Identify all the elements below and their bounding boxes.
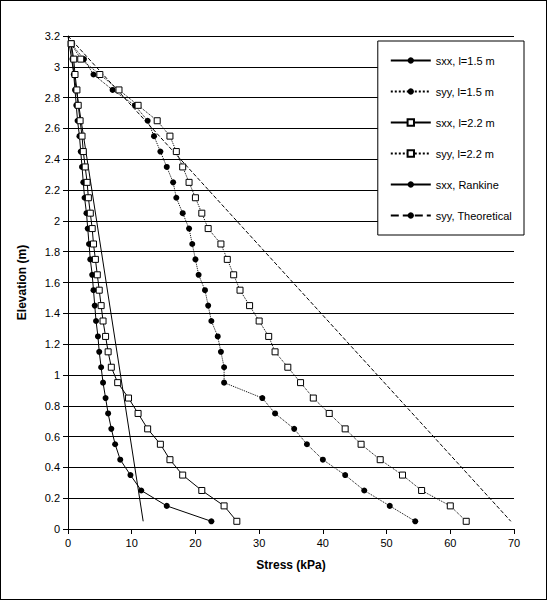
svg-text:Elevation (m): Elevation (m) bbox=[15, 245, 29, 320]
svg-text:10: 10 bbox=[126, 537, 138, 549]
svg-text:2.8: 2.8 bbox=[45, 92, 60, 104]
svg-text:60: 60 bbox=[444, 537, 456, 549]
svg-text:1: 1 bbox=[54, 369, 60, 381]
svg-text:3: 3 bbox=[54, 61, 60, 73]
svg-text:2.2: 2.2 bbox=[45, 184, 60, 196]
svg-text:sxx, Rankine: sxx, Rankine bbox=[436, 179, 499, 191]
svg-text:0.8: 0.8 bbox=[45, 400, 60, 412]
svg-text:1.2: 1.2 bbox=[45, 338, 60, 350]
svg-text:40: 40 bbox=[317, 537, 329, 549]
svg-text:2.4: 2.4 bbox=[45, 153, 60, 165]
svg-text:1.6: 1.6 bbox=[45, 277, 60, 289]
svg-text:3.2: 3.2 bbox=[45, 30, 60, 42]
svg-text:20: 20 bbox=[189, 537, 201, 549]
svg-text:sxx, l=1.5 m: sxx, l=1.5 m bbox=[436, 55, 495, 67]
svg-text:1.4: 1.4 bbox=[45, 307, 60, 319]
svg-text:syy, l=2.2 m: syy, l=2.2 m bbox=[436, 148, 494, 160]
svg-text:0.2: 0.2 bbox=[45, 492, 60, 504]
svg-text:0.4: 0.4 bbox=[45, 461, 60, 473]
svg-text:2: 2 bbox=[54, 215, 60, 227]
svg-text:0: 0 bbox=[54, 523, 60, 535]
svg-text:30: 30 bbox=[253, 537, 265, 549]
svg-text:sxx, l=2.2 m: sxx, l=2.2 m bbox=[436, 117, 495, 129]
svg-text:syy, Theoretical: syy, Theoretical bbox=[436, 210, 512, 222]
svg-text:50: 50 bbox=[380, 537, 392, 549]
svg-text:70: 70 bbox=[508, 537, 520, 549]
svg-text:2.6: 2.6 bbox=[45, 122, 60, 134]
svg-text:0: 0 bbox=[65, 537, 71, 549]
svg-text:Stress (kPa): Stress (kPa) bbox=[256, 558, 325, 572]
svg-text:0.6: 0.6 bbox=[45, 431, 60, 443]
svg-text:syy, l=1.5 m: syy, l=1.5 m bbox=[436, 86, 494, 98]
svg-text:1.8: 1.8 bbox=[45, 246, 60, 258]
